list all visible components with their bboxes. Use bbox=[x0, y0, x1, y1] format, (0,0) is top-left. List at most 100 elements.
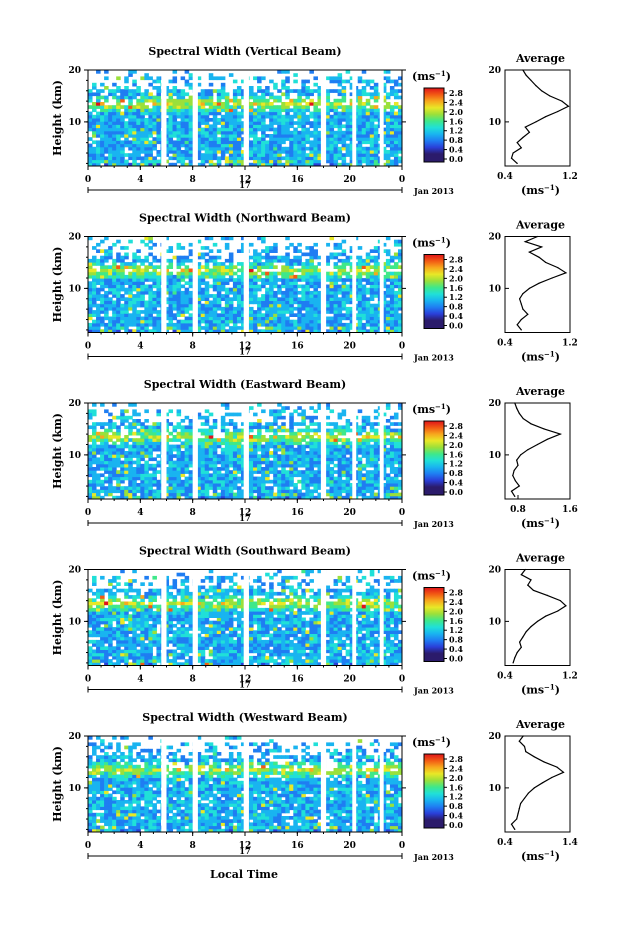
heatmap-cell bbox=[277, 310, 282, 314]
heatmap-cell bbox=[381, 137, 387, 141]
heatmap-cell bbox=[309, 246, 314, 250]
heatmap-cell bbox=[104, 121, 109, 125]
heatmap-cell bbox=[100, 467, 105, 471]
heatmap-cell bbox=[196, 153, 202, 157]
heatmap-cell bbox=[140, 287, 145, 292]
heatmap-cell bbox=[220, 454, 226, 458]
heatmap-cell bbox=[108, 438, 113, 442]
heatmap-cell bbox=[257, 457, 262, 462]
heatmap-cell bbox=[277, 454, 282, 458]
heatmap-cell bbox=[220, 463, 226, 468]
heatmap-cell bbox=[373, 127, 379, 132]
heatmap-cell bbox=[269, 287, 274, 292]
colorbar-tick-label: 1.2 bbox=[449, 126, 463, 136]
heatmap-cell bbox=[301, 162, 306, 167]
heatmap-cell bbox=[208, 98, 214, 103]
heatmap-cell bbox=[116, 105, 121, 109]
heatmap-cell bbox=[104, 409, 109, 414]
heatmap-cell bbox=[100, 297, 105, 301]
heatmap-cell bbox=[293, 470, 298, 474]
heatmap-cell bbox=[309, 319, 314, 324]
heatmap-cell bbox=[269, 451, 274, 455]
heatmap-cell bbox=[357, 297, 363, 301]
heatmap-cell bbox=[176, 313, 182, 317]
heatmap-cell bbox=[228, 310, 234, 314]
heatmap-cell bbox=[313, 476, 318, 481]
heatmap-cell bbox=[112, 444, 117, 449]
heatmap-cell bbox=[136, 265, 141, 269]
heatmap-cell bbox=[281, 118, 286, 122]
heatmap-cell bbox=[253, 454, 258, 458]
heatmap-cell bbox=[309, 495, 314, 500]
heatmap-cell bbox=[236, 268, 242, 273]
heatmap-cell bbox=[116, 454, 121, 458]
heatmap-cell bbox=[273, 284, 278, 289]
heatmap-cell bbox=[112, 486, 117, 490]
heatmap-cell bbox=[317, 118, 322, 122]
heatmap-cell bbox=[277, 486, 282, 490]
heatmap-cell bbox=[273, 463, 278, 468]
heatmap-cell bbox=[261, 236, 266, 241]
heatmap-cell bbox=[168, 79, 174, 84]
heatmap-cell bbox=[136, 444, 141, 449]
heatmap-cell bbox=[397, 290, 403, 295]
heatmap-cell bbox=[188, 319, 194, 324]
heatmap-cell bbox=[196, 95, 202, 100]
heatmap-cell bbox=[120, 127, 125, 132]
heatmap-cell bbox=[313, 271, 318, 276]
heatmap-cell bbox=[208, 438, 214, 442]
heatmap-cell bbox=[232, 310, 238, 314]
heatmap-cell bbox=[228, 268, 234, 273]
heatmap-cell bbox=[249, 242, 254, 247]
heatmap-cell bbox=[240, 265, 246, 269]
heatmap-cell bbox=[265, 140, 270, 145]
heatmap-cell bbox=[240, 483, 246, 487]
heatmap-cell bbox=[220, 403, 226, 407]
x-tick-label: 20 bbox=[343, 342, 356, 352]
heatmap-cell bbox=[156, 326, 161, 330]
heatmap-cell bbox=[317, 316, 322, 321]
heatmap-cell bbox=[269, 121, 274, 125]
heatmap-cell bbox=[253, 495, 258, 500]
heatmap-cell bbox=[397, 130, 403, 135]
heatmap-cell bbox=[301, 495, 306, 500]
heatmap-cell bbox=[224, 265, 230, 269]
heatmap-cell bbox=[184, 134, 190, 138]
heatmap-cell bbox=[92, 409, 97, 414]
heatmap-cell bbox=[172, 153, 178, 157]
heatmap-cell bbox=[257, 255, 262, 260]
heatmap-cell bbox=[196, 102, 202, 106]
heatmap-cell bbox=[136, 274, 141, 279]
heatmap-cell bbox=[369, 290, 375, 295]
heatmap-cell bbox=[212, 306, 218, 311]
heatmap-cell bbox=[341, 313, 347, 317]
heatmap-cell bbox=[265, 476, 270, 481]
heatmap-cell bbox=[92, 290, 97, 295]
heatmap-cell bbox=[289, 274, 294, 279]
heatmap-cell bbox=[365, 146, 371, 151]
heatmap-cell bbox=[116, 313, 121, 317]
heatmap-cell bbox=[337, 105, 343, 109]
heatmap-cell bbox=[152, 306, 157, 311]
heatmap-cell bbox=[337, 121, 343, 125]
heatmap-cell bbox=[188, 76, 194, 81]
heatmap-cell bbox=[116, 306, 121, 311]
heatmap-cell bbox=[309, 271, 314, 276]
heatmap-cell bbox=[136, 162, 141, 167]
heatmap-cell bbox=[92, 473, 97, 478]
heatmap-cell bbox=[108, 121, 113, 125]
heatmap-cell bbox=[128, 121, 133, 125]
heatmap-cell bbox=[232, 428, 238, 433]
heatmap-cell bbox=[92, 114, 97, 119]
heatmap-cell bbox=[204, 483, 210, 487]
heatmap-cell bbox=[249, 467, 254, 471]
heatmap-cell bbox=[297, 258, 302, 263]
heatmap-cell bbox=[228, 150, 234, 154]
heatmap-cell bbox=[333, 111, 339, 116]
heatmap-cell bbox=[329, 143, 335, 148]
heatmap-cell bbox=[249, 86, 254, 90]
heatmap-cell bbox=[329, 297, 335, 301]
heatmap-cell bbox=[317, 255, 322, 260]
heatmap-cell bbox=[365, 137, 371, 141]
heatmap-cell bbox=[317, 281, 322, 285]
